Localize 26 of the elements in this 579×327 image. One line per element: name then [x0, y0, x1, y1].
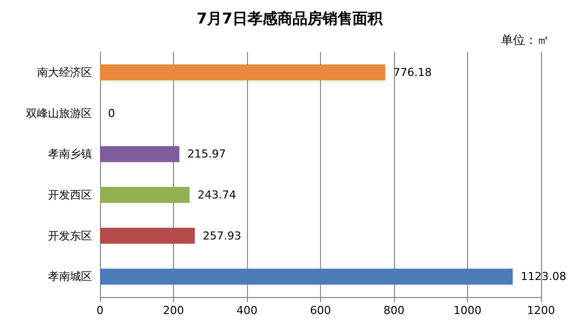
y-tick-label: 孝南乡镇 [48, 148, 92, 161]
data-label: 776.18 [393, 66, 432, 79]
chart-title: 7月7日孝感商品房销售面积 [196, 10, 384, 28]
bar [100, 268, 513, 285]
x-tick-label: 800 [384, 304, 404, 317]
data-label: 215.97 [187, 148, 226, 161]
y-tick-label: 孝南城区 [48, 270, 92, 284]
y-tick-label: 开发西区 [48, 188, 92, 202]
x-tick-label: 0 [96, 304, 104, 317]
data-label: 0 [108, 106, 115, 120]
data-label: 1123.08 [520, 270, 566, 284]
x-tick-label: 400 [236, 304, 258, 317]
y-tick-label: 双峰山旅游区 [26, 106, 92, 120]
bar [100, 186, 190, 203]
data-label: 257.93 [202, 229, 242, 242]
data-label: 243.74 [198, 188, 236, 202]
x-tick-label: 1200 [527, 304, 555, 317]
text: 单位：㎡ [501, 33, 549, 47]
x-tick-label: 600 [310, 304, 331, 317]
x-tick-label: 1000 [454, 304, 482, 317]
bar [100, 228, 195, 244]
bar [100, 64, 386, 80]
x-tick-label: 200 [163, 304, 184, 317]
y-tick-label: 南大经济区 [37, 66, 92, 79]
bar [100, 146, 180, 162]
y-tick-label: 开发东区 [48, 229, 92, 242]
